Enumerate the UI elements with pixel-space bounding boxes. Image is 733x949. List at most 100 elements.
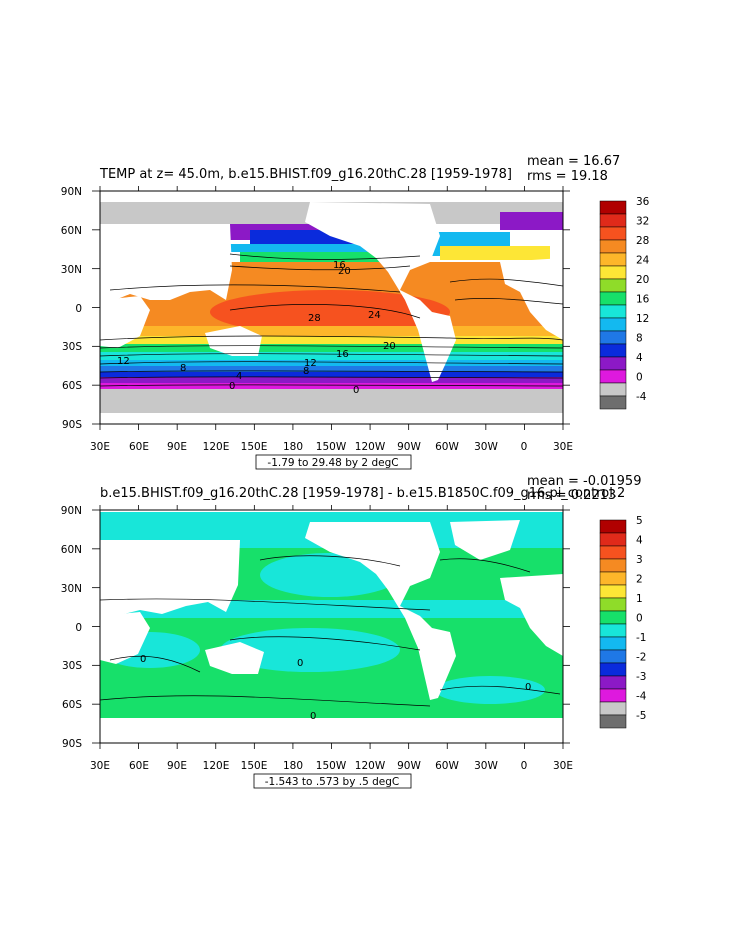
lat-label: 0 (75, 622, 82, 634)
colorbar-label: 12 (636, 313, 649, 325)
colorbar-swatch (599, 532, 627, 547)
lat-label: 60N (61, 225, 82, 237)
colorbar-label: 28 (636, 235, 649, 247)
map1-title: TEMP at z= 45.0m, b.e15.BHIST.f09_g16.20… (99, 167, 512, 182)
map2-title: b.e15.BHIST.f09_g16.20thC.28 [1959-1978]… (100, 486, 625, 501)
sst-map-panel: TEMP at z= 45.0m, b.e15.BHIST.f09_g16.20… (61, 154, 650, 470)
colorbar-label: 3 (636, 554, 643, 566)
colorbar-swatch (599, 545, 627, 560)
colorbar-label: 36 (636, 196, 650, 208)
lon-label: 120E (203, 760, 230, 772)
contour-label: 12 (117, 356, 130, 367)
colorbar-label: 5 (636, 515, 643, 527)
lat-label: 30S (62, 660, 82, 672)
colorbar-swatch (599, 213, 627, 228)
map1-range-box (255, 454, 412, 470)
contour-label: 16 (333, 260, 346, 271)
band-antarctic (100, 389, 563, 413)
colorbar-label: 24 (636, 255, 650, 267)
map2-rms: rms = 0.2213 (527, 488, 616, 503)
lon-label: 150E (241, 441, 268, 453)
contour-label: 0 (229, 381, 235, 392)
colorbar-swatch (599, 649, 627, 664)
lat-label: 90S (62, 419, 82, 431)
colorbar-swatch (599, 610, 627, 625)
colorbar-swatch (599, 330, 627, 345)
colorbar-swatch (599, 395, 627, 410)
colorbar-swatch (599, 239, 627, 254)
lon-label: 150W (316, 441, 347, 453)
map2-mean: mean = -0.01959 (527, 474, 641, 489)
lon-label: 150W (316, 760, 347, 772)
lon-label: 120W (355, 760, 386, 772)
colorbar-swatch (599, 369, 627, 384)
colorbar-swatch (599, 304, 627, 319)
colorbar-label: 32 (636, 216, 649, 228)
axis-ticks (92, 186, 570, 749)
contour-label: 0 (525, 682, 531, 693)
contour-label: 8 (180, 363, 186, 374)
colorbar-swatch (599, 584, 627, 599)
colorbar-swatch (599, 558, 627, 573)
contour-label: 8 (303, 366, 309, 377)
lon-label: 0 (521, 441, 528, 453)
lon-label: 150E (241, 760, 268, 772)
lon-label: 30E (553, 441, 573, 453)
land-australia (205, 326, 262, 356)
colorbar-swatch (599, 226, 627, 241)
lat-label: 30N (61, 264, 82, 276)
colorbar-swatch (599, 623, 627, 638)
lat-label: 60N (61, 544, 82, 556)
colorbar-swatch (599, 265, 627, 280)
lon-label: 90W (397, 441, 421, 453)
colorbar-swatch (599, 688, 627, 703)
contour-label: 24 (368, 310, 381, 321)
contour-label: 0 (310, 711, 316, 722)
colorbar-swatch (599, 714, 627, 729)
colorbar-swatch (599, 343, 627, 358)
colorbar-swatch (599, 252, 627, 267)
lon-label: 90E (167, 441, 187, 453)
lon-label: 30W (474, 441, 498, 453)
map1-colorbar: 36 32 28 24 20 16 12 8 4 0 -4 (599, 196, 650, 410)
contour-label: 28 (308, 313, 321, 324)
colorbar-swatch (599, 571, 627, 586)
colorbar-label: -5 (636, 710, 646, 722)
land-africa-west (500, 258, 563, 340)
map2-colorbar: 5 4 3 2 1 0 -1 -2 -3 -4 -5 (599, 515, 647, 729)
colorbar-swatch (599, 278, 627, 293)
lon-label: 30E (90, 760, 110, 772)
contour-label: 12 (304, 358, 317, 369)
colorbar-swatch (599, 675, 627, 690)
colorbar-swatch (599, 356, 627, 371)
map1-mean: mean = 16.67 (527, 154, 620, 169)
colorbar-label: 8 (636, 333, 643, 345)
colorbar-swatch (599, 200, 627, 215)
colorbar-label: 0 (636, 613, 643, 625)
lat-label: 90S (62, 738, 82, 750)
lat-label: 60S (62, 699, 82, 711)
land-eurasia (100, 224, 232, 300)
lon-label: 180 (283, 441, 303, 453)
colorbar-swatch (599, 382, 627, 397)
lat-label: 30N (61, 583, 82, 595)
lon-label: 30W (474, 760, 498, 772)
colorbar-swatch (599, 291, 627, 306)
colorbar-swatch (599, 701, 627, 716)
lon-label: 60W (435, 441, 459, 453)
colorbar-label: 20 (636, 274, 649, 286)
colorbar-swatch (599, 317, 627, 332)
lat-label: 60S (62, 380, 82, 392)
land-africa-west (500, 574, 563, 656)
lat-label: 30S (62, 341, 82, 353)
lon-label: 30E (90, 441, 110, 453)
land-americas (305, 202, 456, 382)
contour-label: 20 (338, 266, 351, 277)
lon-label: 60W (435, 760, 459, 772)
colorbar-label: 1 (636, 593, 643, 605)
lon-label: 90W (397, 760, 421, 772)
colorbar-label: -3 (636, 671, 646, 683)
colorbar-label: -1 (636, 632, 646, 644)
land-americas (305, 522, 456, 700)
